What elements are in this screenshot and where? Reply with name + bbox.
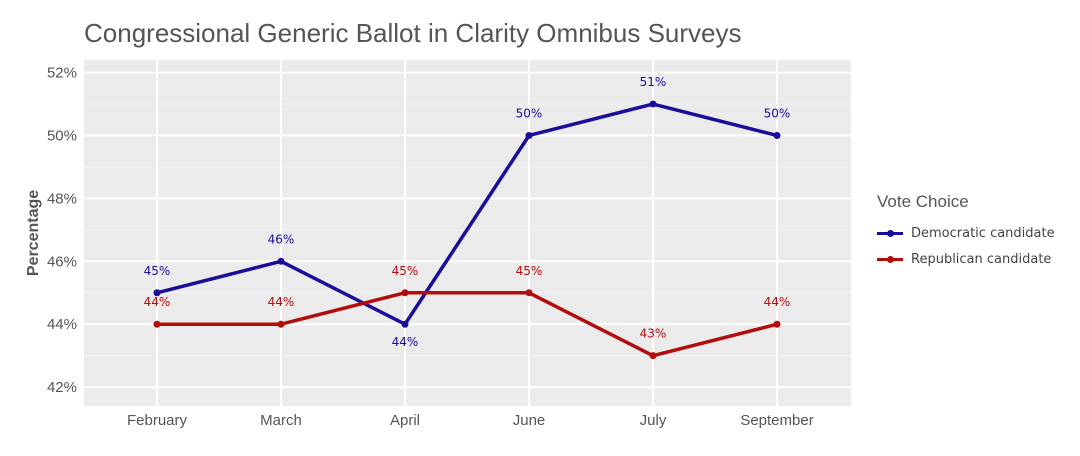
data-label: 43% [640,327,667,341]
series-line [156,102,778,326]
legend-label-republican: Republican candidate [911,251,1052,267]
legend-item-democratic: Democratic candidate [877,220,1055,246]
x-tick-label: March [260,412,302,429]
y-tick-label: 50% [47,127,77,144]
data-label: 46% [268,232,295,246]
data-label: 45% [392,264,419,278]
series-layer: 45% 46% 44% 50% 51% 50% 44% 44% 45% 45% 43% 44% [144,75,791,360]
x-tick-label: July [640,412,667,429]
data-label: 45% [144,264,171,278]
y-tick-label: 46% [47,253,77,270]
data-point [773,320,781,328]
data-label: 51% [640,75,667,89]
data-point [153,320,161,328]
y-tick-label: 52% [47,65,77,82]
y-tick-label: 44% [47,316,77,333]
data-point [773,131,781,139]
data-point [277,320,285,328]
series-line [157,291,778,358]
data-label: 45% [516,264,543,278]
data-label: 44% [144,295,171,309]
data-point [401,289,409,297]
data-point [401,320,409,328]
y-tick-label: 42% [47,379,77,396]
data-label: 50% [516,106,543,120]
data-point [153,289,161,297]
legend-label-democratic: Democratic candidate [911,225,1055,241]
y-axis-ticks: 42% 44% 46% 48% 50% 52% [47,65,77,397]
data-label: 44% [392,335,419,349]
data-point [525,131,533,139]
x-axis-ticks: February March April June July September [127,412,814,429]
legend-key-democratic [877,228,903,238]
y-axis-title: Percentage [25,190,42,276]
y-tick-label: 48% [47,190,77,207]
data-label: 50% [764,106,791,120]
data-point [525,289,533,297]
x-tick-label: February [127,412,188,429]
series-democratic: 45% 46% 44% 50% 51% 50% [144,75,791,349]
data-point [649,352,657,360]
grid-lines [84,60,851,406]
legend-key-republican [877,254,903,264]
plot-background [84,60,851,406]
chart-title: Congressional Generic Ballot in Clarity … [84,18,742,48]
data-label: 44% [268,295,295,309]
legend-item-republican: Republican candidate [877,246,1055,272]
legend: Vote Choice Democratic candidate Republi… [877,192,1055,272]
x-tick-label: April [390,412,420,429]
data-point [277,257,285,265]
legend-title: Vote Choice [877,192,969,211]
data-label: 44% [764,295,791,309]
x-tick-label: September [740,412,813,429]
x-tick-label: June [513,412,546,429]
series-republican: 44% 44% 45% 45% 43% 44% [144,264,791,360]
data-point [649,100,657,108]
